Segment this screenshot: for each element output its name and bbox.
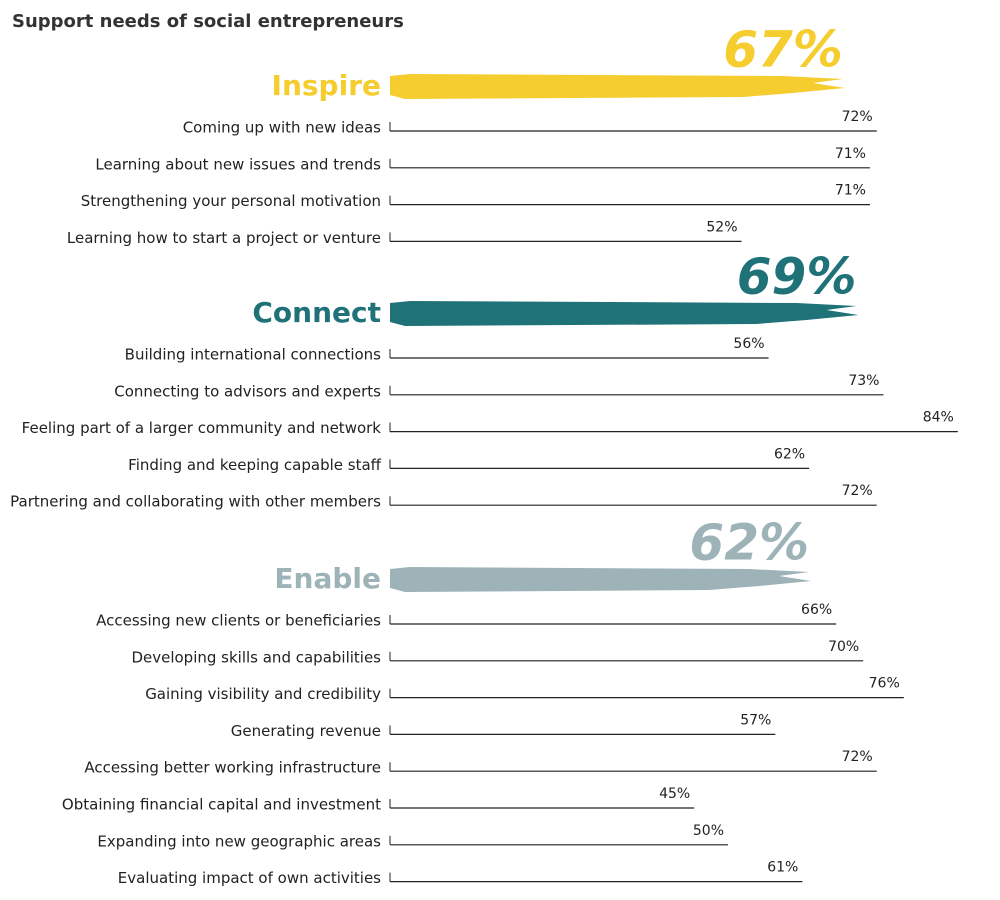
brush-bar (390, 74, 845, 99)
value-label: 71% (835, 183, 866, 199)
value-label: 61% (767, 860, 798, 876)
group-total: 69% (737, 248, 857, 306)
value-label: 56% (733, 336, 764, 352)
group-total: 62% (689, 514, 809, 572)
row-label: Partnering and collaborating with other … (10, 493, 381, 511)
row-label: Coming up with new ideas (183, 119, 381, 137)
row-label: Learning about new issues and trends (95, 155, 381, 173)
row-label: Accessing better working infrastructure (84, 759, 381, 777)
group-name: Enable (274, 562, 381, 595)
value-label: 72% (842, 109, 873, 125)
value-label: 50% (693, 823, 724, 839)
value-label: 72% (842, 483, 873, 499)
row-label: Obtaining financial capital and investme… (62, 796, 381, 814)
row-label: Expanding into new geographic areas (97, 832, 381, 850)
value-label: 84% (923, 410, 954, 426)
row-label: Strengthening your personal motivation (81, 192, 381, 210)
value-label: 71% (835, 146, 866, 162)
row-label: Connecting to advisors and experts (114, 382, 381, 400)
row-label: Developing skills and capabilities (131, 648, 381, 666)
value-label: 72% (842, 749, 873, 765)
value-label: 66% (801, 602, 832, 618)
row-label: Evaluating impact of own activities (118, 869, 381, 887)
value-label: 57% (740, 712, 771, 728)
group-name: Connect (252, 296, 381, 329)
row-label: Gaining visibility and credibility (145, 685, 381, 703)
value-label: 52% (706, 219, 737, 235)
chart-title: Support needs of social entrepreneurs (12, 11, 404, 32)
value-label: 62% (774, 446, 805, 462)
row-label: Accessing new clients or beneficiaries (96, 612, 381, 630)
value-label: 70% (828, 639, 859, 655)
row-label: Learning how to start a project or ventu… (67, 229, 381, 247)
value-label: 76% (869, 676, 900, 692)
brush-bar (390, 567, 812, 592)
row-label: Generating revenue (231, 722, 381, 740)
row-label: Building international connections (125, 346, 382, 364)
group-total: 67% (723, 21, 843, 79)
value-label: 73% (848, 373, 879, 389)
brush-bar (390, 301, 859, 326)
row-label: Finding and keeping capable staff (128, 456, 382, 474)
value-label: 45% (659, 786, 690, 802)
row-label: Feeling part of a larger community and n… (22, 419, 382, 437)
group-name: Inspire (272, 69, 381, 102)
